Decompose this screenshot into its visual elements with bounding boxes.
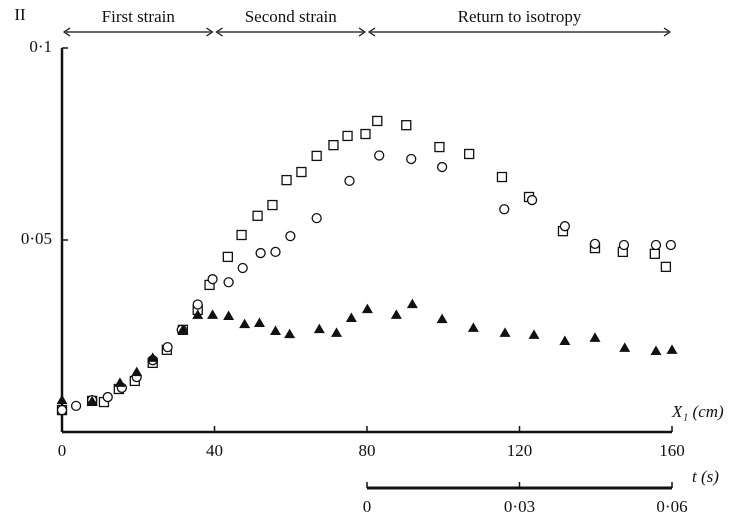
triangle-point	[467, 322, 479, 332]
square-point	[360, 128, 371, 140]
x2-tick-label: 0	[363, 497, 372, 516]
phase-hook	[62, 27, 71, 37]
square-point	[496, 171, 508, 183]
triangle-point	[619, 342, 631, 352]
circle-point	[207, 274, 218, 285]
circle-point	[406, 153, 417, 165]
triangle-point	[313, 323, 325, 334]
triangle-point	[114, 377, 126, 387]
phase-label: First strain	[102, 7, 176, 26]
phase-hook	[358, 27, 367, 37]
circle-point	[650, 239, 662, 251]
circle-point	[270, 246, 281, 258]
triangle-point	[253, 317, 265, 327]
square-point	[236, 229, 247, 241]
triangle-point	[284, 328, 296, 339]
triangle-point	[361, 303, 373, 314]
circle-point	[311, 212, 322, 224]
circle-point	[102, 391, 113, 403]
square-point	[464, 148, 475, 160]
triangle-point	[528, 329, 540, 339]
triangle-point	[436, 313, 448, 324]
square-point	[296, 166, 307, 178]
triangle-point	[270, 325, 281, 336]
circle-point	[589, 238, 601, 249]
circle-point	[374, 150, 385, 161]
circle-point	[70, 400, 82, 412]
circle-point	[192, 299, 203, 310]
triangle-point	[147, 352, 159, 362]
y-tick-label: 0·1	[29, 37, 52, 56]
x2-tick-label: 0·03	[504, 497, 535, 516]
square-point	[342, 130, 353, 142]
phase-hook	[367, 27, 376, 37]
circle-point	[526, 194, 538, 206]
phase-label: Second strain	[245, 7, 338, 26]
square-point	[252, 210, 263, 221]
circle-point	[223, 277, 234, 288]
x-axis-label: X₁ (cm)	[671, 402, 724, 421]
triangle-point	[499, 327, 511, 337]
square-point	[328, 140, 339, 151]
circle-point	[255, 247, 266, 259]
triangle-point	[345, 312, 357, 322]
circle-point	[436, 161, 448, 173]
x-tick-label: 40	[206, 441, 223, 460]
phase-hook	[663, 27, 672, 37]
triangle-point	[131, 366, 143, 377]
square-point	[649, 248, 660, 259]
x-tick-label: 120	[507, 441, 533, 460]
x-tick-label: 80	[359, 441, 376, 460]
circle-point	[665, 239, 677, 251]
triangle-point	[192, 309, 204, 319]
x2-tick-label: 0·06	[656, 497, 687, 516]
circle-point	[162, 341, 173, 353]
x-tick-label: 0	[58, 441, 67, 460]
square-point	[401, 120, 412, 131]
triangle-point	[56, 394, 68, 405]
triangle-point	[223, 310, 235, 321]
phase-hook	[206, 27, 214, 37]
x2-axis-label: t (s)	[692, 467, 719, 486]
circle-point	[344, 175, 355, 187]
square-point	[660, 261, 672, 273]
square-point	[222, 251, 233, 263]
triangle-point	[331, 327, 342, 337]
triangle-point	[406, 298, 418, 309]
square-point	[267, 199, 278, 211]
square-point	[281, 174, 292, 186]
circle-point	[285, 231, 296, 242]
triangle-point	[177, 324, 189, 334]
x-tick-label: 160	[659, 441, 685, 460]
triangle-point	[390, 309, 402, 319]
phase-label: Return to isotropy	[458, 7, 582, 26]
circle-point	[56, 404, 68, 416]
triangle-point	[589, 332, 601, 342]
square-point	[372, 115, 383, 127]
triangle-point	[239, 318, 251, 329]
circle-point	[499, 204, 510, 215]
triangle-point	[86, 395, 98, 406]
triangle-point	[559, 335, 571, 345]
circle-point	[618, 239, 630, 251]
triangle-point	[207, 309, 219, 319]
circle-point	[237, 262, 248, 274]
circle-point	[559, 221, 571, 232]
y-axis-label: II	[14, 5, 26, 24]
triangle-point	[650, 345, 662, 355]
triangle-point	[666, 344, 678, 354]
y-tick-label: 0·05	[21, 229, 52, 248]
square-point	[434, 141, 445, 153]
phase-hook	[215, 27, 223, 37]
square-point	[311, 150, 322, 162]
